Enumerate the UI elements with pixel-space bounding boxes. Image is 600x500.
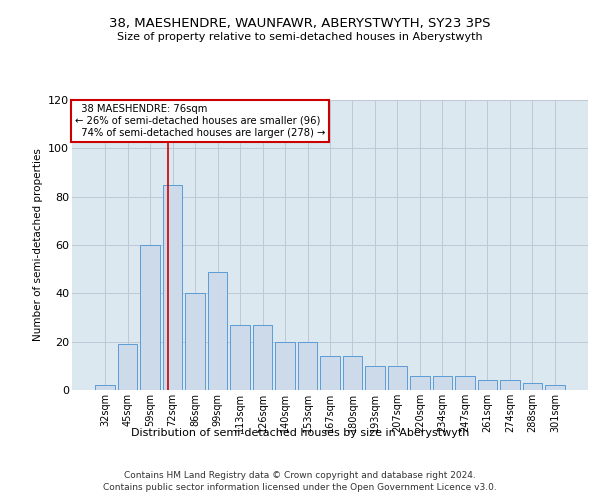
Bar (275, 342, 295, 390)
Bar (298, 342, 317, 390)
Bar (320, 356, 340, 390)
Text: 38 MAESHENDRE: 76sqm
← 26% of semi-detached houses are smaller (96)
  74% of sem: 38 MAESHENDRE: 76sqm ← 26% of semi-detac… (74, 104, 325, 138)
Text: Size of property relative to semi-detached houses in Aberystwyth: Size of property relative to semi-detach… (117, 32, 483, 42)
Text: Contains HM Land Registry data © Crown copyright and database right 2024.: Contains HM Land Registry data © Crown c… (124, 471, 476, 480)
Bar (388, 366, 407, 390)
Text: Distribution of semi-detached houses by size in Aberystwyth: Distribution of semi-detached houses by … (131, 428, 469, 438)
Bar (163, 184, 182, 390)
Bar (230, 325, 250, 390)
Bar (253, 325, 272, 390)
Text: Contains public sector information licensed under the Open Government Licence v3: Contains public sector information licen… (103, 484, 497, 492)
Bar (140, 245, 160, 390)
Bar (95, 385, 115, 390)
Bar (523, 383, 542, 390)
Bar (455, 376, 475, 390)
Bar (478, 380, 497, 390)
Bar (545, 385, 565, 390)
Bar (343, 356, 362, 390)
Bar (118, 344, 137, 390)
Y-axis label: Number of semi-detached properties: Number of semi-detached properties (32, 148, 43, 342)
Bar (410, 376, 430, 390)
Bar (365, 366, 385, 390)
Bar (500, 380, 520, 390)
Bar (433, 376, 452, 390)
Bar (185, 294, 205, 390)
Text: 38, MAESHENDRE, WAUNFAWR, ABERYSTWYTH, SY23 3PS: 38, MAESHENDRE, WAUNFAWR, ABERYSTWYTH, S… (109, 18, 491, 30)
Bar (208, 272, 227, 390)
